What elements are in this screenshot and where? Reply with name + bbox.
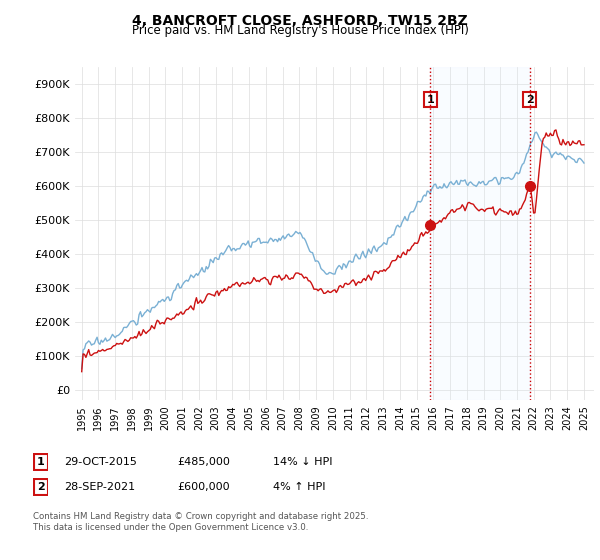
Text: Contains HM Land Registry data © Crown copyright and database right 2025.
This d: Contains HM Land Registry data © Crown c… bbox=[33, 512, 368, 532]
FancyBboxPatch shape bbox=[34, 454, 47, 470]
Bar bbox=[430, 67, 530, 400]
Text: 4% ↑ HPI: 4% ↑ HPI bbox=[273, 482, 325, 492]
Text: 1: 1 bbox=[37, 457, 44, 467]
Text: 4, BANCROFT CLOSE, ASHFORD, TW15 2BZ: 4, BANCROFT CLOSE, ASHFORD, TW15 2BZ bbox=[132, 14, 468, 28]
Text: Price paid vs. HM Land Registry's House Price Index (HPI): Price paid vs. HM Land Registry's House … bbox=[131, 24, 469, 37]
Text: £485,000: £485,000 bbox=[177, 457, 230, 467]
Text: 1: 1 bbox=[427, 95, 434, 105]
Text: 2: 2 bbox=[526, 95, 533, 105]
Text: 29-OCT-2015: 29-OCT-2015 bbox=[64, 457, 137, 467]
Text: 14% ↓ HPI: 14% ↓ HPI bbox=[273, 457, 332, 467]
Text: 2: 2 bbox=[37, 482, 44, 492]
Text: 28-SEP-2021: 28-SEP-2021 bbox=[64, 482, 136, 492]
Text: £600,000: £600,000 bbox=[177, 482, 230, 492]
FancyBboxPatch shape bbox=[34, 479, 47, 495]
